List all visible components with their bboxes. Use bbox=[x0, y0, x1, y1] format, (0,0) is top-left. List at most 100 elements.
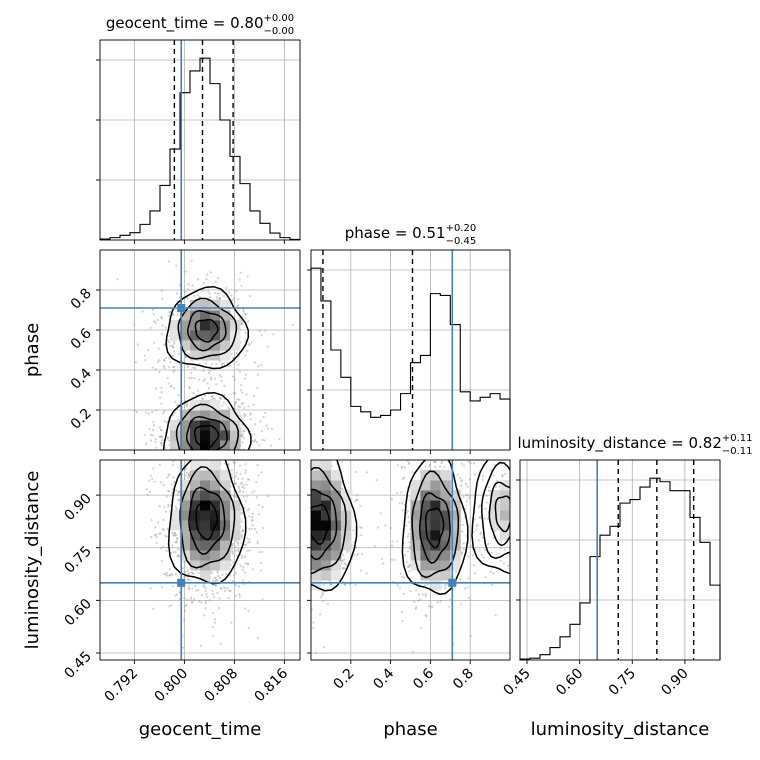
sample-point bbox=[296, 499, 298, 501]
sample-point bbox=[233, 407, 236, 410]
y-axis-label: phase bbox=[22, 323, 43, 377]
sample-point bbox=[232, 494, 235, 497]
density-cell bbox=[430, 490, 441, 501]
sample-point bbox=[273, 531, 275, 533]
contour-line bbox=[311, 488, 338, 561]
sample-point bbox=[235, 351, 238, 355]
density-cell bbox=[420, 570, 431, 581]
sample-point bbox=[439, 456, 441, 458]
sample-point bbox=[475, 524, 478, 528]
sample-point bbox=[172, 354, 175, 358]
sample-point bbox=[178, 284, 181, 287]
sample-point bbox=[184, 604, 187, 608]
sample-point bbox=[338, 453, 340, 455]
sample-point bbox=[503, 548, 506, 551]
sample-point bbox=[514, 613, 516, 615]
sample-point bbox=[178, 490, 181, 493]
sample-point bbox=[408, 564, 411, 568]
x-tick-label: 0.6 bbox=[410, 665, 437, 692]
sample-point bbox=[240, 434, 243, 437]
sample-point bbox=[288, 527, 290, 529]
sample-point bbox=[170, 551, 173, 555]
sample-point bbox=[203, 457, 205, 459]
sample-point bbox=[303, 501, 305, 503]
sample-point bbox=[160, 434, 163, 438]
sample-point bbox=[192, 454, 194, 456]
sample-point bbox=[172, 534, 175, 537]
sample-point bbox=[214, 578, 218, 582]
sample-point bbox=[303, 505, 305, 507]
panel-title: geocent_time = 0.80+0.00 −0.00 bbox=[106, 13, 294, 37]
sample-point bbox=[240, 284, 243, 287]
sample-point bbox=[400, 466, 403, 469]
sample-point bbox=[466, 493, 469, 496]
density-cell bbox=[340, 500, 352, 511]
sample-point bbox=[240, 320, 243, 323]
sample-point bbox=[223, 393, 226, 397]
sample-point bbox=[462, 542, 465, 545]
sample-point bbox=[267, 495, 270, 498]
sample-point bbox=[171, 531, 174, 535]
sample-point bbox=[308, 477, 310, 479]
sample-point bbox=[230, 550, 234, 553]
sample-point bbox=[487, 542, 490, 546]
sample-point bbox=[258, 635, 260, 637]
sample-point bbox=[240, 383, 243, 386]
sample-point bbox=[305, 534, 307, 536]
sample-point bbox=[236, 541, 240, 544]
sample-point bbox=[486, 517, 490, 521]
sample-point bbox=[248, 538, 251, 541]
sample-point bbox=[240, 427, 243, 430]
sample-point bbox=[480, 553, 483, 556]
sample-point bbox=[499, 460, 503, 462]
sample-point bbox=[287, 556, 289, 558]
sample-point bbox=[294, 586, 296, 588]
density-cell bbox=[320, 510, 332, 521]
sample-point bbox=[420, 435, 422, 437]
sample-point bbox=[308, 522, 310, 524]
sample-point bbox=[237, 548, 240, 551]
sample-point bbox=[303, 585, 305, 587]
sample-point bbox=[230, 469, 234, 472]
sample-point bbox=[205, 593, 208, 596]
sample-point bbox=[149, 474, 152, 477]
x-tick-label: 0.816 bbox=[252, 665, 292, 705]
density-cell bbox=[410, 520, 421, 531]
sample-point bbox=[415, 589, 418, 592]
sample-point bbox=[206, 451, 208, 453]
sample-point bbox=[167, 473, 170, 476]
sample-point bbox=[248, 549, 251, 552]
sample-point bbox=[308, 514, 310, 516]
sample-point bbox=[303, 529, 305, 531]
sample-point bbox=[155, 409, 158, 412]
sample-point bbox=[237, 304, 240, 307]
sample-point bbox=[322, 646, 325, 649]
density-cell bbox=[230, 340, 241, 351]
x-tick-label: 0.45 bbox=[500, 666, 533, 699]
sample-point bbox=[313, 426, 315, 428]
density-cell bbox=[220, 540, 231, 551]
sample-point bbox=[251, 519, 254, 522]
sample-point bbox=[243, 407, 246, 410]
density-cell bbox=[180, 420, 191, 431]
sample-point bbox=[220, 456, 222, 458]
sample-point bbox=[246, 549, 249, 553]
sample-point bbox=[187, 572, 191, 575]
sample-point bbox=[467, 460, 470, 464]
sample-point bbox=[381, 562, 385, 565]
sample-point bbox=[462, 496, 465, 499]
sample-point bbox=[151, 411, 154, 414]
sample-point bbox=[176, 555, 179, 558]
sample-point bbox=[441, 460, 444, 463]
sample-point bbox=[234, 572, 237, 575]
sample-point bbox=[178, 363, 181, 366]
sample-point bbox=[253, 361, 256, 364]
sample-point bbox=[277, 454, 279, 456]
x-tick-label: 0.75 bbox=[606, 666, 639, 699]
sample-point bbox=[168, 310, 171, 313]
sample-point bbox=[298, 490, 300, 492]
sample-point bbox=[234, 481, 238, 485]
sample-point bbox=[174, 505, 177, 508]
sample-point bbox=[257, 451, 259, 453]
sample-point bbox=[261, 438, 264, 441]
